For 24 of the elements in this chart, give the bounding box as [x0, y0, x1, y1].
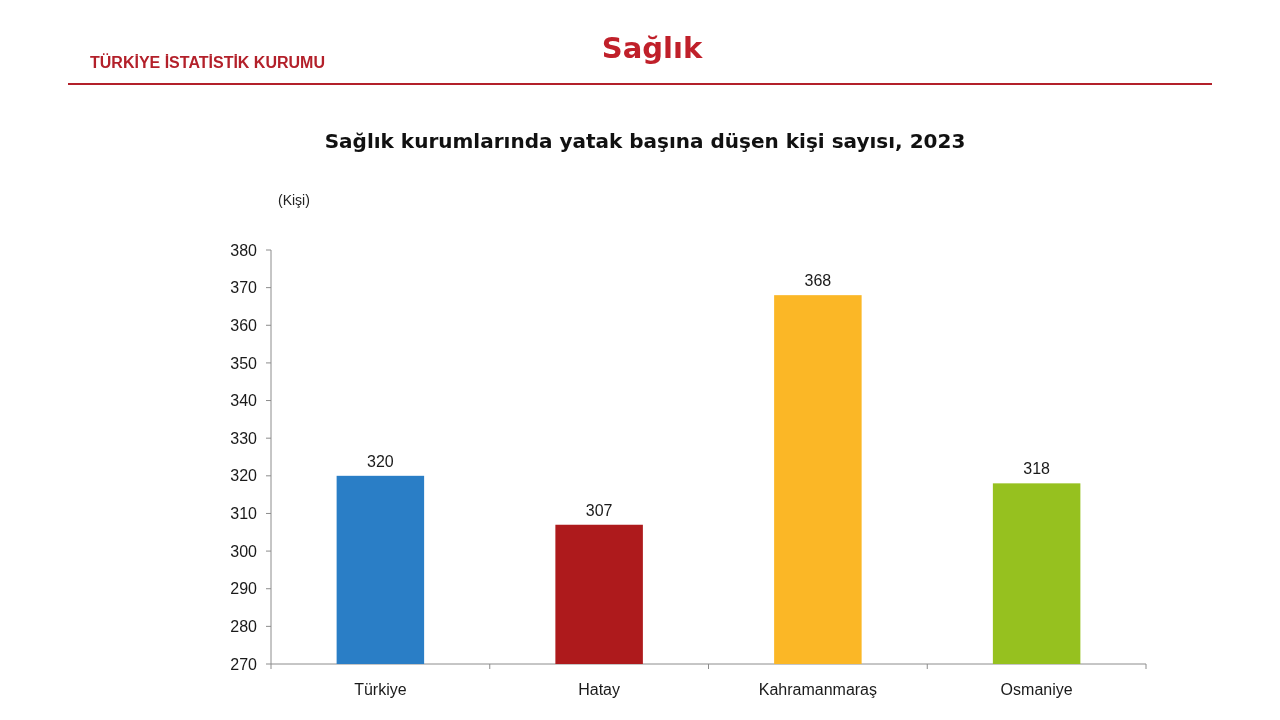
y-axis-title: (Kişi): [278, 192, 310, 208]
y-tick-label: 370: [230, 279, 258, 297]
y-tick-label: 280: [230, 617, 258, 635]
y-tick-label: 340: [230, 392, 258, 410]
y-tick-label: 380: [230, 241, 258, 259]
y-tick-label: 300: [230, 542, 258, 560]
y-tick-label: 270: [230, 655, 258, 673]
text: Sağlık: [601, 31, 703, 65]
data-label: 368: [804, 272, 832, 290]
data-label: 320: [367, 452, 394, 470]
y-tick-label: 350: [230, 354, 258, 372]
text: TÜRKİYE İSTATİSTİK KURUMU: [90, 53, 325, 71]
x-tick-label: Türkiye: [354, 681, 407, 698]
data-label: 318: [1023, 460, 1051, 478]
y-tick-label: 290: [230, 580, 258, 598]
y-tick-label: 330: [230, 429, 258, 447]
chart-title: Sağlık kurumlarında yatak başına düşen kişi sayısı, 2023: [324, 129, 966, 153]
y-tick-label: 360: [230, 316, 258, 334]
x-tick-label: Osmaniye: [1000, 681, 1073, 698]
x-tick-label: Kahramanmaraş: [758, 681, 878, 698]
data-label: 307: [585, 501, 613, 519]
y-tick-label: 310: [230, 505, 258, 523]
x-tick-label: Hatay: [578, 681, 621, 698]
y-tick-label: 320: [230, 467, 258, 485]
